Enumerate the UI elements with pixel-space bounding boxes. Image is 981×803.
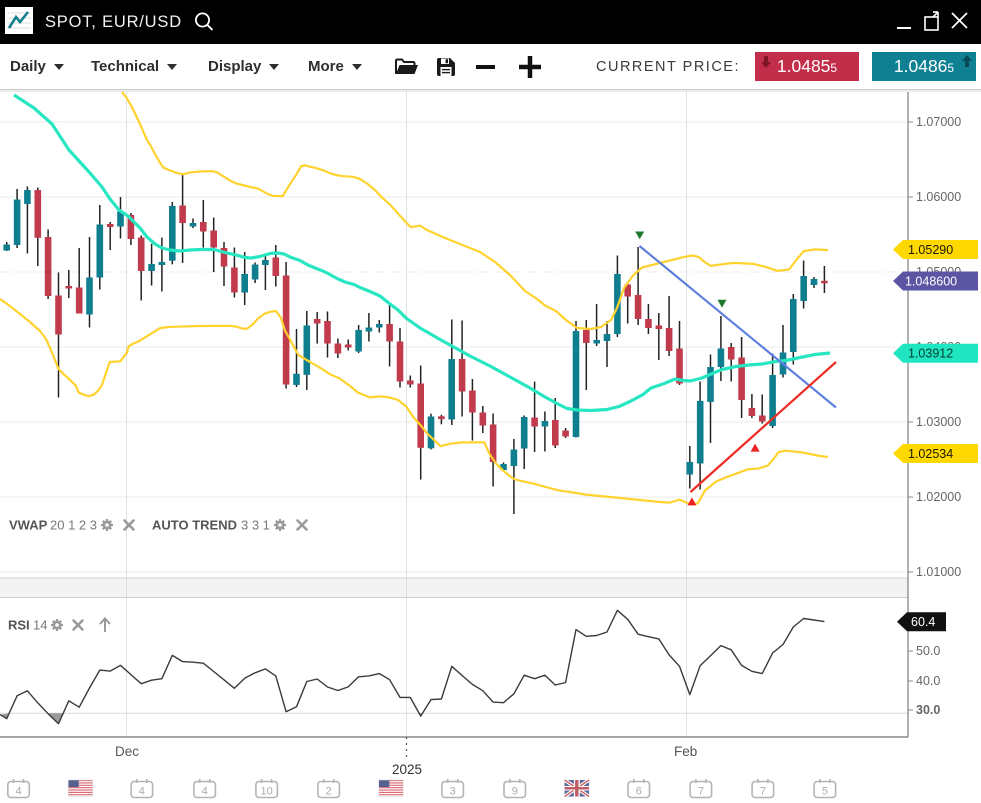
svg-text:2025: 2025 — [392, 762, 422, 777]
svg-text:10: 10 — [260, 786, 272, 798]
svg-text:5: 5 — [822, 786, 828, 798]
svg-text:1.02534: 1.02534 — [908, 447, 953, 461]
svg-text:9: 9 — [512, 786, 518, 798]
svg-text:60.4: 60.4 — [911, 615, 935, 629]
svg-text:RSI: RSI — [8, 618, 30, 633]
svg-text:1.03912: 1.03912 — [908, 347, 953, 361]
svg-text:1.06000: 1.06000 — [916, 190, 961, 204]
svg-text:1.01000: 1.01000 — [916, 565, 961, 579]
svg-text:1.03000: 1.03000 — [916, 415, 961, 429]
svg-text:7: 7 — [698, 786, 704, 798]
svg-text:2: 2 — [326, 786, 332, 798]
svg-text:VWAP: VWAP — [9, 518, 48, 533]
svg-text:1.05290: 1.05290 — [908, 243, 953, 257]
svg-text:4: 4 — [139, 786, 145, 798]
svg-text:Dec: Dec — [115, 744, 139, 759]
svg-text:3 3 1: 3 3 1 — [241, 518, 270, 533]
svg-text:Feb: Feb — [674, 744, 697, 759]
svg-text:14: 14 — [33, 618, 47, 633]
svg-text:4: 4 — [15, 786, 21, 798]
svg-text:7: 7 — [760, 786, 766, 798]
svg-text:3: 3 — [450, 786, 456, 798]
svg-text:1.048600: 1.048600 — [905, 275, 957, 289]
svg-text:6: 6 — [636, 786, 642, 798]
svg-text:40.0: 40.0 — [916, 674, 940, 688]
svg-text:50.0: 50.0 — [916, 644, 940, 658]
svg-text:1.02000: 1.02000 — [916, 490, 961, 504]
svg-text:1.07000: 1.07000 — [916, 115, 961, 129]
svg-text:30.0: 30.0 — [916, 703, 940, 717]
svg-text:AUTO TREND: AUTO TREND — [152, 518, 237, 533]
svg-text:4: 4 — [202, 786, 208, 798]
svg-text:20 1 2 3: 20 1 2 3 — [50, 518, 97, 533]
